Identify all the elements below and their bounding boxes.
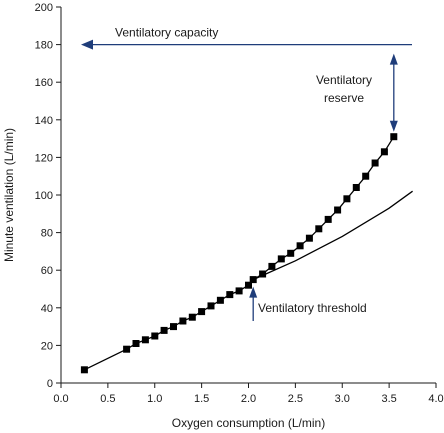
x-axis-title: Oxygen consumption (L/min) (172, 416, 325, 430)
y-tick-label: 140 (35, 115, 53, 127)
ventilatory-reserve-arrowhead-bottom (389, 120, 398, 132)
data-point-marker (371, 159, 379, 167)
data-point-marker (207, 302, 215, 310)
data-point-marker (287, 249, 295, 257)
ventilatory-threshold-arrowhead (249, 286, 258, 298)
y-tick-label: 60 (41, 265, 53, 277)
x-tick-label: 1.5 (194, 393, 209, 405)
x-tick-label: 2.5 (288, 393, 303, 405)
data-point-marker (198, 308, 206, 316)
data-point-marker (132, 340, 140, 347)
data-point-marker (334, 206, 342, 214)
y-tick-label: 80 (41, 228, 53, 240)
x-tick-label: 3.0 (335, 393, 350, 405)
x-tick-label: 0.5 (100, 393, 115, 405)
data-point-marker (245, 281, 252, 289)
x-tick-label: 0.0 (53, 393, 68, 405)
data-point-marker (151, 332, 159, 340)
data-point-marker (305, 234, 313, 242)
y-tick-label: 120 (35, 152, 53, 164)
annotation-ventilatory-capacity: Ventilatory capacity (115, 26, 218, 40)
data-point-marker (170, 323, 177, 331)
data-point-marker (390, 133, 398, 141)
x-tick-label: 1.0 (147, 393, 162, 405)
series-line-extrapolated (252, 190, 413, 281)
x-tick-label: 2.0 (241, 393, 256, 405)
series-group (80, 133, 413, 374)
data-point-marker (179, 317, 187, 325)
y-tick-label: 40 (41, 303, 53, 315)
ventilatory-capacity-arrowhead (81, 39, 93, 50)
data-point-marker (380, 148, 388, 156)
data-point-marker (362, 172, 370, 180)
y-tick-label: 160 (35, 77, 53, 89)
annotation-ventilatory-threshold: Ventilatory threshold (258, 301, 367, 315)
annotations: Ventilatory capacity Ventilatory reserve… (81, 26, 412, 321)
data-point-marker (277, 255, 285, 263)
y-tick-label: 200 (35, 2, 53, 14)
y-axis-title: Minute ventilation (L/min) (2, 128, 16, 262)
series-line-measured (84, 136, 395, 371)
data-point-marker (259, 270, 267, 278)
data-point-marker (235, 287, 243, 295)
y-tick-label: 0 (47, 378, 53, 390)
data-point-marker (160, 326, 168, 334)
y-tick-label: 180 (35, 40, 53, 52)
data-point-marker (324, 215, 332, 223)
data-point-marker (123, 345, 131, 353)
data-point-marker (343, 195, 351, 203)
data-point-marker (268, 262, 276, 270)
axis-lines (60, 7, 436, 384)
data-point-marker (141, 336, 149, 344)
x-axis-ticks: 0.0 0.5 1.0 1.5 2.0 2.5 3.0 3.5 4.0 (53, 383, 444, 405)
ventilatory-reserve-arrowhead-top (389, 53, 398, 65)
data-point-marker (352, 184, 360, 191)
annotation-ventilatory-reserve-line-2: reserve (324, 91, 364, 105)
y-axis-ticks: 0 20 40 60 80 100 120 140 160 180 200 (35, 2, 61, 390)
data-point-marker (188, 313, 196, 321)
y-tick-label: 100 (35, 190, 53, 202)
axes (60, 7, 436, 384)
data-point-marker (226, 291, 234, 299)
data-point-marker (216, 296, 224, 304)
x-tick-label: 4.0 (428, 393, 443, 405)
annotation-ventilatory-reserve-line-1: Ventilatory (316, 73, 372, 87)
x-tick-label: 3.5 (381, 393, 396, 405)
y-tick-label: 20 (41, 340, 53, 352)
data-point-marker (80, 366, 88, 374)
data-point-marker (296, 242, 304, 250)
data-point-marker (315, 225, 323, 233)
